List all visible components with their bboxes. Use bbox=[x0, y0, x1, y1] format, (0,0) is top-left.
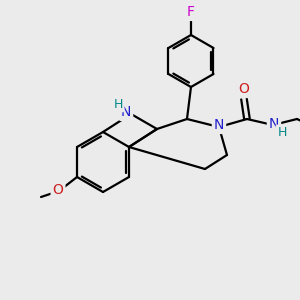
Text: H: H bbox=[277, 127, 287, 140]
Text: N: N bbox=[269, 117, 279, 131]
Text: O: O bbox=[238, 82, 249, 96]
Text: F: F bbox=[187, 5, 195, 19]
Text: H: H bbox=[113, 98, 123, 110]
Text: O: O bbox=[52, 183, 64, 197]
Text: N: N bbox=[214, 118, 224, 132]
Text: N: N bbox=[121, 105, 131, 119]
